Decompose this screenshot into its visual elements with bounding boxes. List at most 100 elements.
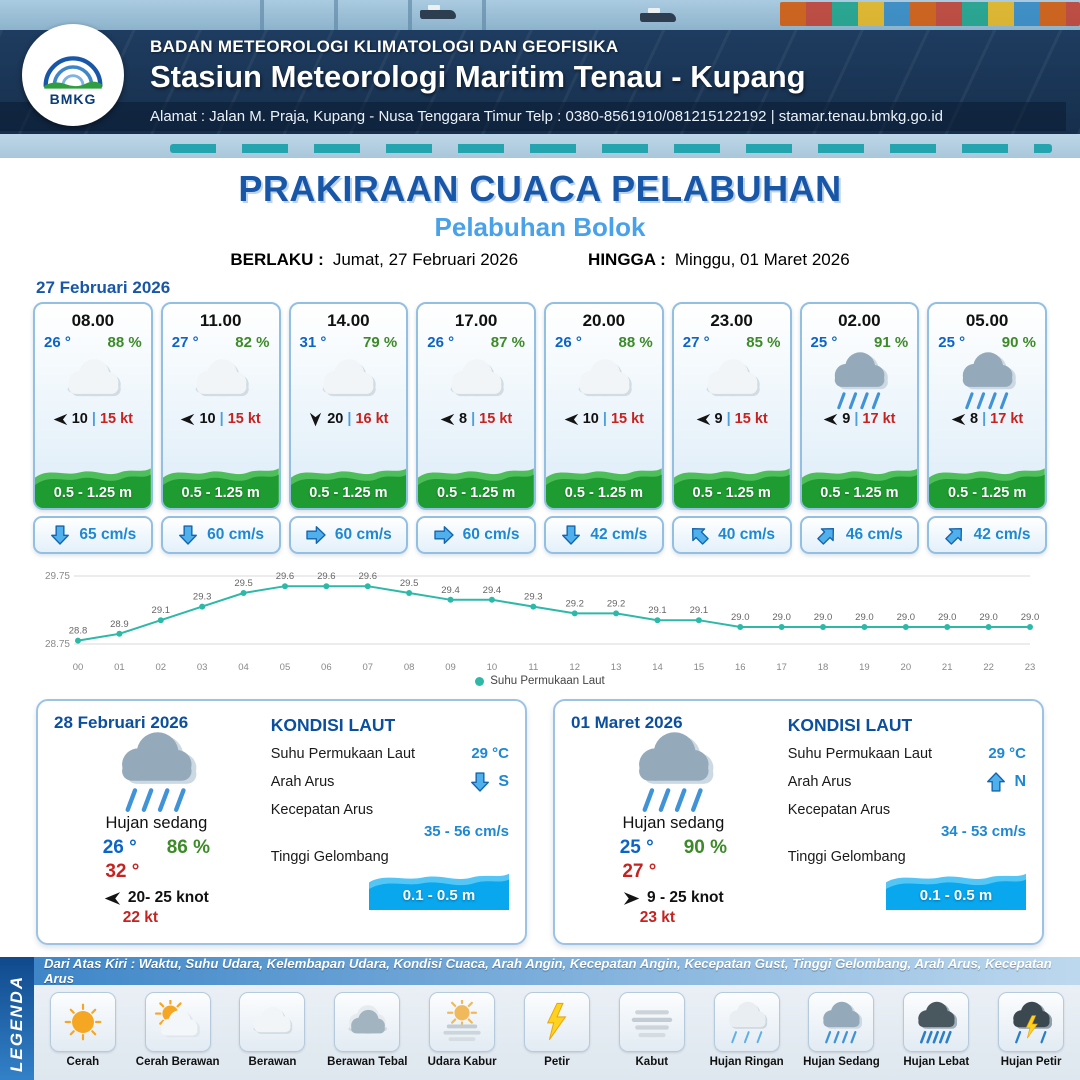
svg-text:29.0: 29.0 [979, 612, 998, 623]
forecast-time: 02.00 [838, 311, 881, 330]
current-direction-icon [985, 771, 1007, 793]
forecast-card-main: 20.00 26 ° 88 % 10 | 15 kt 0.5 - 1.25 m [544, 302, 664, 510]
svg-text:29.6: 29.6 [317, 571, 336, 582]
valid-until: HINGGA : Minggu, 01 Maret 2026 [588, 250, 850, 269]
wind-separator: | [726, 411, 731, 427]
temp-max: 32 ° [105, 861, 140, 882]
svg-text:29.4: 29.4 [441, 585, 460, 596]
legend-item: Kabut [606, 992, 698, 1069]
legend-item: Hujan Petir [985, 992, 1077, 1069]
svg-text:05: 05 [280, 662, 291, 673]
current-speed: 40 cm/s [718, 526, 776, 543]
wave-height-band: 0.5 - 1.25 m [418, 462, 534, 508]
weather-icon-berawan [163, 351, 279, 409]
current-direction-icon [816, 524, 838, 546]
current-speed: 60 cm/s [207, 526, 265, 543]
wind-separator: | [219, 411, 224, 427]
wind-separator: | [91, 411, 96, 427]
air-temperature: 27 ° [682, 334, 710, 351]
current-direction-icon [469, 771, 491, 793]
wind-gust: 22 kt [122, 909, 159, 926]
daily-forecast-card: 28 Februari 2026 Hujan sedang 26 ° 86 % 32 °… [36, 699, 527, 945]
legend-dot-icon [475, 676, 485, 686]
humidity: 90 % [1001, 334, 1036, 351]
svg-text:29.1: 29.1 [152, 605, 171, 616]
wind-direction-icon [308, 412, 323, 427]
current-speed-value: 35 - 56 cm/s [423, 823, 509, 840]
svg-text:10: 10 [487, 662, 498, 673]
legend-ribbon: LEGENDA [0, 957, 34, 1080]
wind-direction-icon [440, 412, 455, 427]
wind-speed: 10 [71, 411, 88, 427]
validity-period: BERLAKU : Jumat, 27 Februari 2026 HINGGA… [0, 250, 1080, 270]
svg-text:28.9: 28.9 [110, 619, 128, 630]
chart-legend-label: Suhu Permukaan Laut [490, 675, 605, 687]
legend-item: Petir [511, 992, 603, 1069]
wind-speed: 8 [459, 411, 468, 427]
svg-text:13: 13 [611, 662, 622, 673]
wave-height-box: 0.1 - 0.5 m [369, 868, 509, 910]
svg-text:29.6: 29.6 [276, 571, 295, 582]
humidity: 90 % [683, 837, 728, 858]
wind-row: 10 | 15 kt [546, 411, 662, 427]
legend-items: Cerah Cerah Berawan Berawan Berawan Tebal Ud… [34, 985, 1080, 1080]
wind-gust: 15 kt [734, 411, 768, 427]
wave-height-band: 0.5 - 1.25 m [162, 462, 279, 508]
temp-humidity-row: 25 ° 91 % [802, 334, 918, 351]
temp-humidity-row: 25 ° 90 % [571, 837, 776, 859]
current-direction-label: Arah Arus [787, 774, 852, 790]
wind-gust: 15 kt [99, 411, 133, 427]
svg-text:09: 09 [445, 662, 456, 673]
forecast-card-main: 05.00 25 ° 90 % 8 | 17 kt 0.5 - 1.25 m [927, 302, 1047, 510]
temp-humidity-row: 26 ° 87 % [418, 334, 534, 351]
current-speed-label: Kecepatan Arus [270, 802, 374, 818]
weather-icon-berawan [291, 351, 407, 409]
daily-forecast-card: 01 Maret 2026 Hujan sedang 25 ° 90 % 27 ° 9 -… [553, 699, 1044, 945]
forecast-card-main: 23.00 27 ° 85 % 9 | 15 kt 0.5 - 1.25 m [671, 302, 792, 510]
forecast-card: 14.00 31 ° 79 % 20 | 16 kt 0.5 - 1.25 m 60 cm/s [288, 302, 409, 554]
air-temperature: 25 ° [938, 334, 966, 351]
forecast-time: 08.00 [71, 311, 115, 330]
forecast-time: 17.00 [454, 311, 498, 330]
legend-icon-petir [523, 992, 590, 1052]
svg-text:11: 11 [528, 662, 538, 673]
current-speed-row: Kecepatan Arus [271, 802, 509, 818]
current-speed: 60 cm/s [334, 526, 392, 543]
legend-item-label: Hujan Sedang [803, 1056, 880, 1068]
sea-conditions-title: KONDISI LAUT [787, 715, 913, 735]
wind-separator: | [471, 411, 476, 427]
wind-separator: | [854, 411, 859, 427]
wind-row: 10 | 15 kt [35, 411, 151, 427]
forecast-card: 23.00 27 ° 85 % 9 | 15 kt 0.5 - 1.25 m 40 cm/s [671, 302, 792, 554]
hourly-forecast-row: 08.00 26 ° 88 % 10 | 15 kt 0.5 - 1.25 m 65 cm/s… [0, 302, 1080, 554]
legend-icon-kabut [618, 992, 685, 1052]
svg-text:19: 19 [859, 662, 870, 673]
svg-text:28.8: 28.8 [69, 626, 88, 637]
humidity: 88 % [618, 334, 653, 351]
chart-legend: Suhu Permukaan Laut [36, 675, 1044, 687]
wind-gust: 17 kt [990, 411, 1024, 427]
svg-text:00: 00 [73, 662, 84, 673]
wind-gust: 17 kt [862, 411, 896, 427]
current-speed: 60 cm/s [462, 526, 520, 543]
sst-label: Suhu Permukaan Laut [787, 745, 933, 762]
temp-humidity-row: 31 ° 79 % [291, 334, 407, 351]
wave-height-value: 0.1 - 0.5 m [919, 887, 993, 904]
legend-item: Berawan Tebal [321, 992, 413, 1069]
forecast-card-main: 14.00 31 ° 79 % 20 | 16 kt 0.5 - 1.25 m [288, 302, 409, 510]
sst-value: 29 °C [988, 745, 1026, 762]
title-block: PRAKIRAAN CUACA PELABUHAN Pelabuhan Bolo… [0, 158, 1080, 270]
wave-height: 0.5 - 1.25 m [948, 485, 1027, 501]
current-box: 60 cm/s [288, 516, 409, 554]
bmkg-logo: BMKG [22, 24, 124, 126]
wave-height: 0.5 - 1.25 m [309, 485, 388, 501]
bmkg-logo-emblem [43, 55, 103, 89]
wind-gust: 15 kt [227, 411, 261, 427]
wind-row: 9 - 25 knot [571, 889, 776, 907]
legend-icon-hujan-petir [998, 992, 1065, 1052]
legend-item-label: Hujan Petir [1000, 1056, 1062, 1068]
crane-illustration [190, 0, 550, 30]
legend-icon-berawan-tebal [334, 992, 401, 1052]
bmkg-logo-text: BMKG [49, 90, 97, 107]
weather-icon-hujan-sedang [571, 729, 776, 818]
